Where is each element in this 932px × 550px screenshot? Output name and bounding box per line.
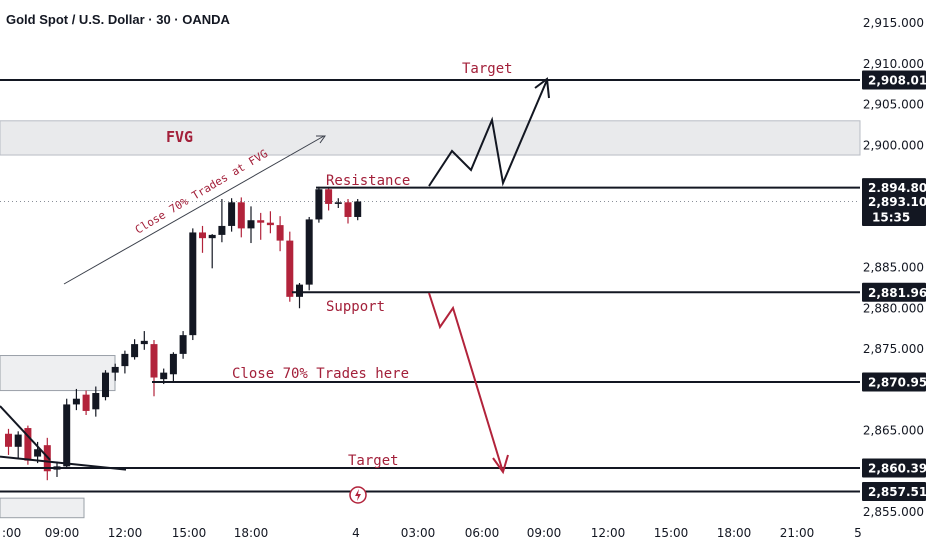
price-tick-label: 2,875.000: [863, 342, 924, 356]
time-tick-label: :00: [2, 526, 21, 540]
candle-body: [111, 366, 119, 373]
time-tick-label: 21:00: [780, 526, 815, 540]
price-axis[interactable]: 2,915.000 2,910.000 2,905.000 2,900.000 2,88…: [862, 16, 932, 519]
price-tick-label: 2,910.000: [863, 57, 924, 71]
candle-body: [305, 219, 313, 285]
support-tag-label: 2,881.960: [868, 286, 932, 300]
time-axis[interactable]: :00 09:00 12:00 15:00 18:00 4 03:00 06:00 09:00 1…: [2, 526, 862, 540]
candle-body: [315, 189, 323, 220]
bullish-projection: [428, 79, 548, 187]
candle-body: [208, 234, 216, 239]
demand-box: [0, 355, 116, 392]
time-tick-label: 15:00: [654, 526, 689, 540]
bullish-arrow-head: [534, 77, 550, 99]
candle-body: [325, 189, 333, 204]
time-tick-label: 09:00: [527, 526, 562, 540]
support-label: Support: [326, 299, 385, 315]
candle-body: [160, 372, 168, 380]
candle-body: [24, 428, 32, 461]
candle-body: [286, 240, 294, 297]
candle-body: [169, 353, 177, 375]
zones-layer: [0, 120, 861, 519]
candle-body: [276, 225, 284, 241]
candles-layer: [5, 186, 362, 481]
time-tick-label: 12:00: [591, 526, 626, 540]
candle-body: [354, 201, 362, 217]
candle-body: [218, 225, 226, 235]
price-tick-label: 2,885.000: [863, 261, 924, 275]
time-tick-label: 5: [854, 526, 862, 540]
lower-line-tag: [862, 482, 926, 502]
candle-body: [131, 344, 139, 358]
target-upper-tag: [862, 70, 926, 90]
target-lower-tag-label: 2,860.394: [868, 462, 932, 476]
candle-body: [344, 202, 352, 217]
time-tick-label: 18:00: [717, 526, 752, 540]
bearish-arrow-head: [492, 454, 509, 475]
fvg-zone: [0, 120, 861, 156]
price-tick-label: 2,905.000: [863, 98, 924, 112]
candle-body: [63, 404, 71, 467]
close-here-label: Close 70% Trades here: [232, 366, 409, 382]
candle-body: [14, 434, 22, 447]
trendline-base: [0, 455, 127, 471]
candle-body: [199, 232, 206, 239]
price-tick-label: 2,880.000: [863, 301, 924, 315]
time-tick-label: 15:00: [172, 526, 207, 540]
candle-body: [102, 372, 109, 398]
lower-box: [0, 497, 85, 519]
candle-body: [179, 335, 187, 354]
price-tick-label: 2,900.000: [863, 138, 924, 152]
target-lower-tag: [862, 458, 926, 478]
last-price-tag-label: 2,893.105: [868, 195, 932, 209]
candle-body: [247, 220, 255, 229]
levels-layer: [0, 78, 860, 493]
time-tick-label: 18:00: [234, 526, 269, 540]
candle-body: [296, 284, 303, 297]
price-tick-label: 2,865.000: [863, 424, 924, 438]
support-tag: [862, 282, 926, 302]
time-tick-label: 12:00: [108, 526, 143, 540]
resistance-label: Resistance: [326, 173, 410, 189]
close-70-level-tag: [862, 372, 926, 392]
trendline: [0, 405, 51, 461]
last-price-tag: [862, 191, 926, 226]
time-tick-label: 06:00: [465, 526, 500, 540]
fvg-arrow-line: [63, 135, 325, 285]
candle-body: [92, 393, 100, 410]
fvg-arrow-head: [316, 135, 326, 144]
candle-body: [266, 222, 274, 226]
candle-body: [140, 340, 148, 345]
candle-body: [121, 353, 129, 367]
candle-body: [82, 394, 90, 411]
countdown-label: 15:35: [872, 210, 910, 224]
candle-body: [334, 202, 342, 204]
candle-body: [189, 232, 197, 336]
chart-title: Gold Spot / U.S. Dollar · 30 · OANDA: [6, 12, 231, 27]
candle-body: [150, 344, 158, 378]
candle-body: [237, 202, 245, 229]
price-tick-label: 2,855.000: [863, 505, 924, 519]
target-top-label: Target: [462, 61, 513, 77]
lightning-icon: [355, 489, 361, 501]
fvg-label: FVG: [166, 128, 193, 146]
time-tick-label: 4: [352, 526, 360, 540]
target-bottom-label: Target: [348, 453, 399, 469]
time-tick-label: 03:00: [401, 526, 436, 540]
candle-body: [72, 398, 80, 405]
candle-body: [228, 202, 236, 226]
candle-body: [257, 220, 265, 223]
target-upper-tag-label: 2,908.011: [868, 73, 932, 87]
bearish-projection: [428, 292, 504, 473]
candle-body: [5, 433, 12, 447]
candle-body: [34, 449, 42, 457]
price-tick-label: 2,915.000: [863, 16, 924, 30]
close-70-level-tag-label: 2,870.951: [868, 375, 932, 389]
lower-line-tag-label: 2,857.513: [868, 485, 932, 499]
time-tick-label: 09:00: [45, 526, 80, 540]
resistance-tag-label: 2,894.802: [868, 181, 932, 195]
